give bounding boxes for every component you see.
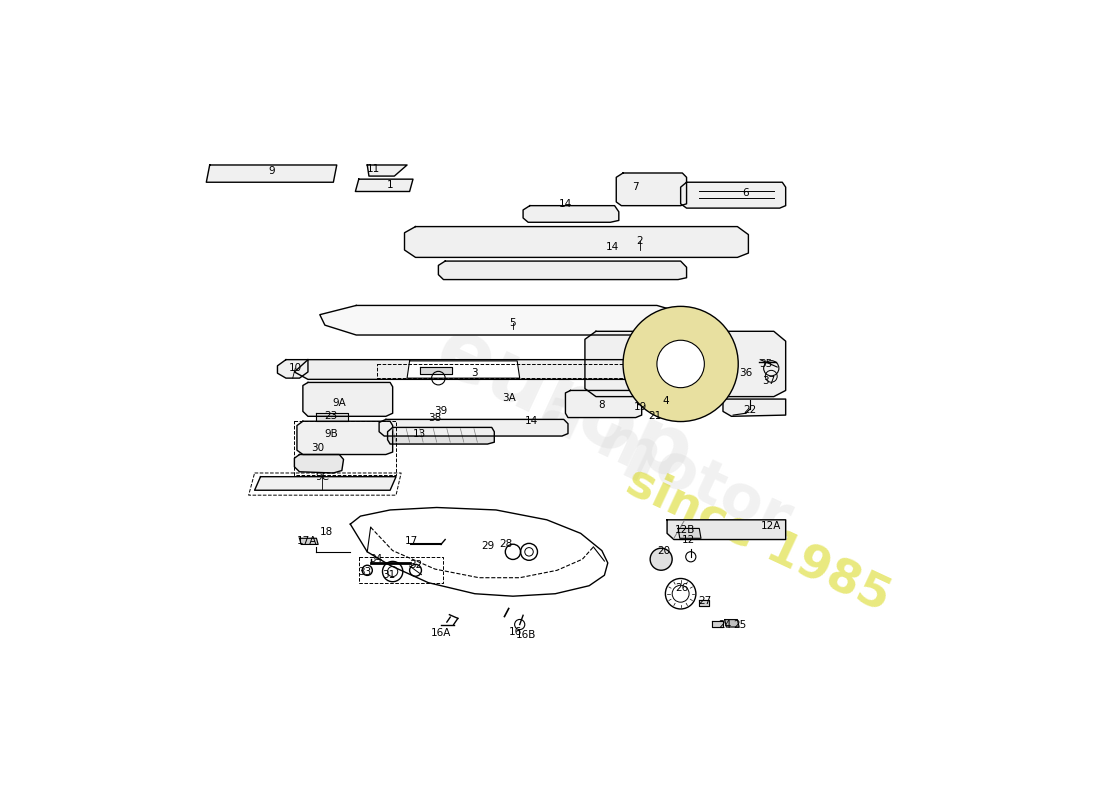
Text: 16A: 16A [431,628,451,638]
Text: 3: 3 [472,368,478,378]
Text: 37: 37 [762,375,776,386]
Polygon shape [407,361,519,378]
Text: 30: 30 [311,443,324,454]
Text: 22: 22 [744,405,757,415]
Polygon shape [299,538,318,545]
Text: 9B: 9B [324,429,338,438]
Polygon shape [641,381,695,406]
Text: 8: 8 [598,400,605,410]
Polygon shape [524,206,619,222]
Polygon shape [667,520,785,539]
Text: 33: 33 [359,566,372,577]
Text: 1: 1 [387,180,394,190]
Polygon shape [712,621,723,627]
Polygon shape [350,507,608,596]
Polygon shape [297,422,393,454]
Text: 12A: 12A [761,521,781,531]
Text: 4: 4 [662,396,669,406]
Polygon shape [725,619,739,627]
Text: 38: 38 [428,413,441,422]
Text: 23: 23 [324,411,338,422]
Text: 24: 24 [718,619,732,630]
Circle shape [623,306,738,422]
Text: 35: 35 [759,359,772,369]
Text: 7: 7 [632,182,639,192]
Text: 17: 17 [405,536,418,546]
Text: 26: 26 [675,582,689,593]
Text: 16B: 16B [516,630,536,640]
Polygon shape [616,173,686,206]
Polygon shape [565,390,641,418]
Polygon shape [420,367,452,374]
Polygon shape [320,306,701,335]
Text: 9C: 9C [316,472,329,482]
Text: 14: 14 [559,198,572,209]
Polygon shape [723,399,785,416]
Text: 11: 11 [366,164,379,174]
Text: 36: 36 [739,368,752,378]
Polygon shape [302,382,393,416]
Polygon shape [405,226,748,258]
Text: 6: 6 [742,188,749,198]
Polygon shape [387,427,494,444]
Polygon shape [295,454,343,473]
Text: 19: 19 [634,402,647,412]
Polygon shape [681,182,785,208]
Text: 18: 18 [320,527,333,537]
Text: 28: 28 [499,539,513,550]
Text: 32: 32 [409,560,422,570]
Text: 14: 14 [525,416,538,426]
Text: europ: europ [422,310,705,498]
Text: since 1985: since 1985 [619,458,898,620]
Circle shape [657,340,704,388]
Polygon shape [277,360,308,378]
Polygon shape [700,600,710,606]
Text: 20: 20 [657,546,670,556]
Text: 25: 25 [734,619,747,630]
Text: 2: 2 [637,236,644,246]
Text: 5: 5 [509,318,516,328]
Polygon shape [439,261,686,279]
Text: 13: 13 [414,429,427,438]
Text: 10: 10 [288,363,301,374]
Text: 17A: 17A [297,536,317,546]
Text: 12B: 12B [674,526,695,535]
Text: 16: 16 [509,627,522,637]
Polygon shape [254,477,396,490]
Text: 12: 12 [682,534,695,545]
Text: 14: 14 [606,242,619,252]
Text: 21: 21 [648,411,661,422]
Text: 29: 29 [481,541,494,550]
Text: a motor: a motor [531,382,800,550]
Polygon shape [207,165,337,182]
Polygon shape [678,529,701,538]
Polygon shape [367,165,407,176]
Text: 9: 9 [268,166,275,176]
Text: 39: 39 [434,406,448,416]
Text: 3A: 3A [502,393,516,403]
Circle shape [650,548,672,570]
Polygon shape [317,414,348,422]
Text: 34: 34 [370,554,383,564]
Polygon shape [295,360,672,379]
Polygon shape [355,179,412,191]
Polygon shape [379,419,568,436]
Text: 27: 27 [698,596,712,606]
Text: 9A: 9A [332,398,346,408]
Text: 31: 31 [382,570,395,580]
Polygon shape [585,331,785,397]
